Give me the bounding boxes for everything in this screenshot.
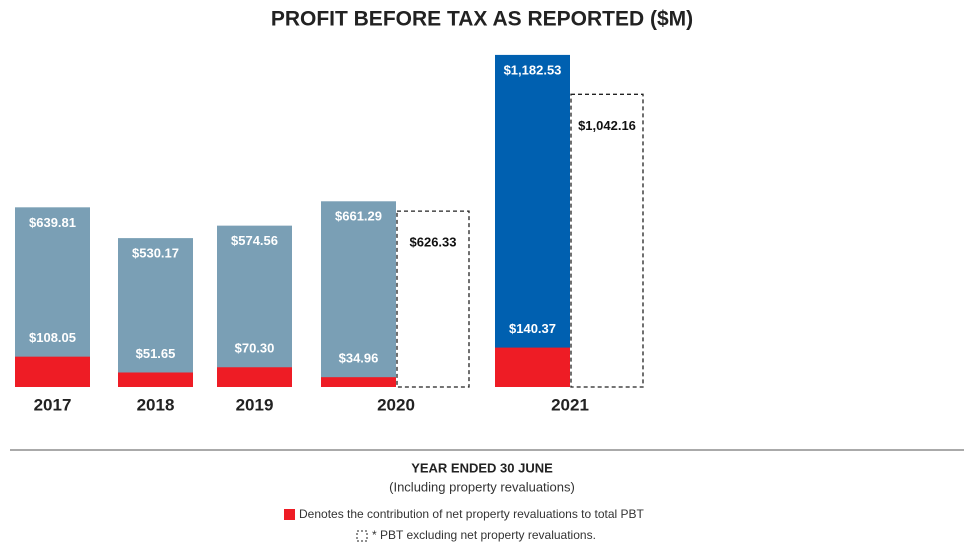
legend-swatch-dashed — [356, 530, 368, 542]
subtitle: (Including property revaluations) — [389, 479, 575, 494]
bar — [495, 54, 570, 387]
bar-label: $530.17 — [132, 246, 179, 261]
legend-label: Denotes the contribution of net property… — [299, 507, 645, 521]
x-tick-label: 2018 — [137, 395, 175, 414]
x-tick-label: 2021 — [551, 395, 589, 414]
dashed-bar-label: $1,042.16 — [578, 118, 636, 133]
dashed-bar — [570, 93, 644, 388]
bar-segment — [495, 347, 570, 387]
callout-label: REPORTED PBT — [762, 88, 888, 105]
bar — [118, 238, 193, 387]
callout-note: UP BY $521.24m FROM FY20 — [737, 172, 914, 187]
legend-label: * PBT excluding net property revaluation… — [372, 528, 596, 542]
segment-label: $70.30 — [235, 341, 275, 356]
segment-label: $51.65 — [136, 346, 176, 361]
dashed-bar — [396, 210, 470, 388]
bar-segment — [118, 372, 193, 387]
callout-value: $1.042bn — [739, 305, 910, 349]
chart-title: PROFIT BEFORE TAX AS REPORTED ($M) — [271, 8, 693, 31]
bar-segment — [321, 377, 396, 387]
bar-label: $1,182.53 — [504, 62, 562, 77]
x-tick-label: 2019 — [236, 395, 274, 414]
callout-label: PBT* — [806, 277, 845, 294]
x-tick-label: 2020 — [377, 395, 415, 414]
callout-note: UP BY $415.82m FROM FY20 — [737, 359, 914, 374]
segment-label: $140.37 — [509, 321, 556, 336]
dashed-bar-label: $626.33 — [410, 235, 457, 250]
x-axis-title: YEAR ENDED 30 JUNE — [411, 460, 553, 475]
x-tick-label: 2017 — [34, 395, 72, 414]
bar — [217, 225, 292, 387]
bar-label: $639.81 — [29, 215, 76, 230]
bar-segment — [217, 367, 292, 387]
segment-label: $108.05 — [29, 330, 76, 345]
bar-label: $661.29 — [335, 209, 382, 224]
bar-segment — [15, 356, 90, 387]
bar — [321, 201, 396, 387]
bar-label: $574.56 — [231, 233, 278, 248]
legend-swatch-red — [284, 509, 295, 520]
callout-value: $1.183bn — [739, 118, 910, 162]
segment-label: $34.96 — [339, 351, 379, 366]
